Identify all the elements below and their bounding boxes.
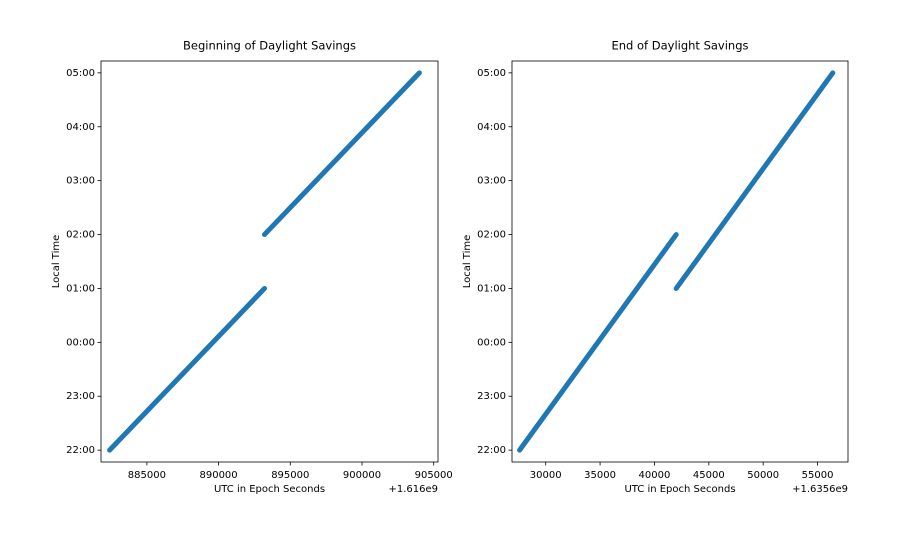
chart-title: Beginning of Daylight Savings (183, 39, 356, 53)
data-line (107, 70, 422, 453)
x-tick-label: 30000 (530, 470, 562, 481)
y-tick-label: 01:00 (66, 283, 95, 294)
x-axis-label: UTC in Epoch Seconds (214, 484, 325, 495)
x-tick-label: 890000 (199, 470, 237, 481)
y-tick-label: 05:00 (477, 68, 506, 79)
y-tick-label: 00:00 (66, 337, 95, 348)
x-offset-label: +1.616e9 (388, 484, 438, 495)
plot-area (511, 60, 849, 463)
y-tick-label: 02:00 (477, 230, 506, 241)
x-offset-label: +1.6356e9 (792, 484, 848, 495)
y-tick-label: 22:00 (66, 445, 95, 456)
x-tick-label: 905000 (415, 470, 453, 481)
x-tick-label: 45000 (693, 470, 725, 481)
x-tick-label: 895000 (271, 470, 309, 481)
y-tick-label: 05:00 (66, 68, 95, 79)
y-axis-label: Local Time (51, 235, 62, 289)
x-tick-label: 55000 (802, 470, 834, 481)
y-tick-label: 04:00 (477, 122, 506, 133)
x-axis-label: UTC in Epoch Seconds (624, 484, 735, 495)
x-tick-label: 35000 (584, 470, 616, 481)
y-tick-label: 23:00 (477, 391, 506, 402)
y-tick-label: 03:00 (66, 176, 95, 187)
y-tick-label: 00:00 (477, 337, 506, 348)
y-tick-label: 22:00 (477, 445, 506, 456)
y-tick-label: 01:00 (477, 283, 506, 294)
x-tick-label: 50000 (747, 470, 779, 481)
x-tick-label: 900000 (343, 470, 381, 481)
y-tick-label: 04:00 (66, 122, 95, 133)
y-tick-label: 23:00 (66, 391, 95, 402)
x-tick-label: 885000 (128, 470, 166, 481)
y-tick-label: 02:00 (66, 230, 95, 241)
x-tick-label: 40000 (639, 470, 671, 481)
chart-title: End of Daylight Savings (611, 39, 748, 53)
data-line (517, 70, 836, 453)
y-tick-label: 03:00 (477, 176, 506, 187)
plot-area (100, 60, 439, 463)
y-axis-label: Local Time (462, 235, 473, 289)
